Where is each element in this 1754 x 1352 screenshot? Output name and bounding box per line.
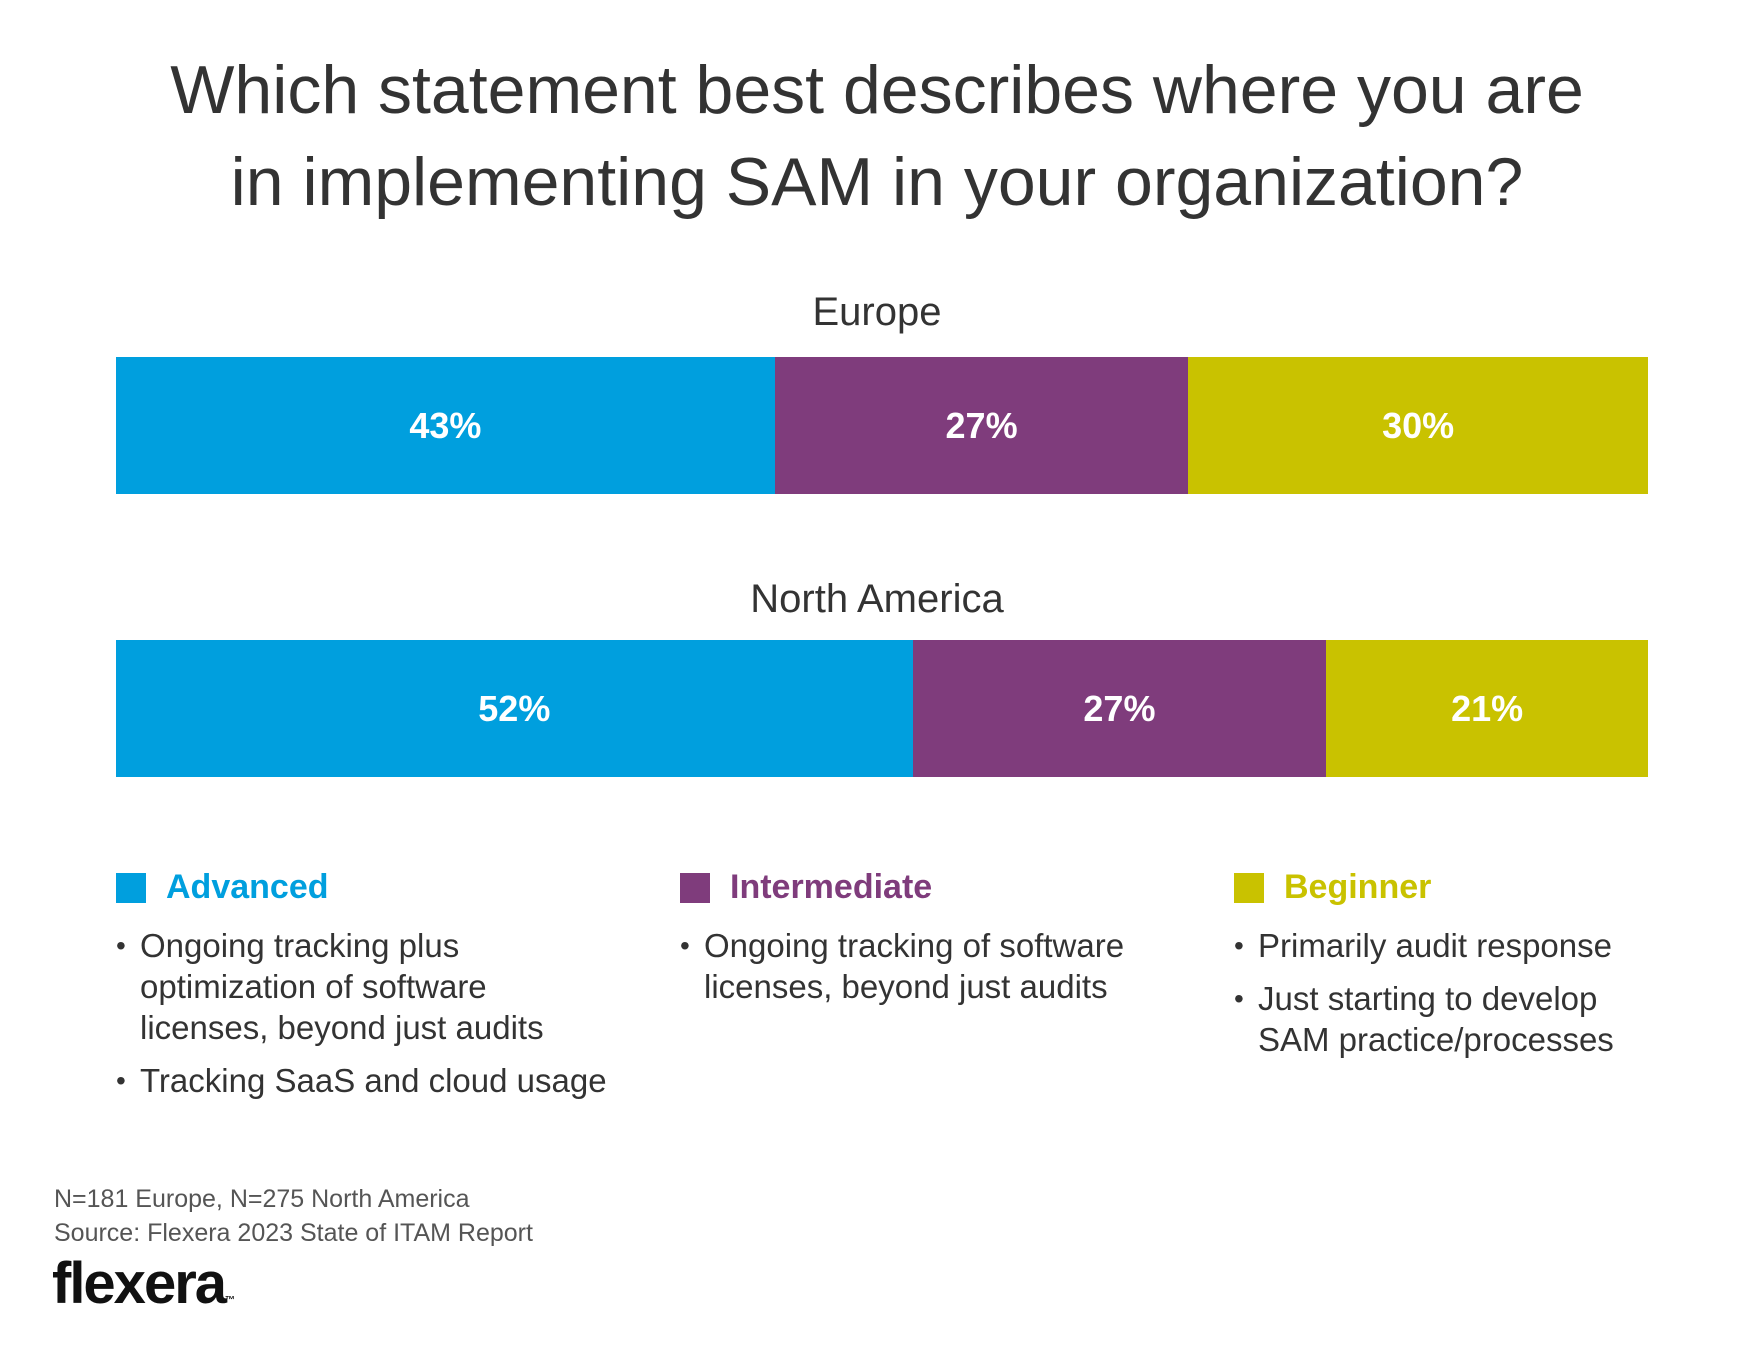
legend-swatch-beginner bbox=[1234, 872, 1264, 903]
legend-label-intermediate: Intermediate bbox=[730, 868, 933, 906]
legend-intermediate-bullet: Ongoing tracking of software licenses, b… bbox=[680, 925, 1164, 1007]
legend-label-advanced: Advanced bbox=[166, 868, 329, 906]
legend-beginner-bullet: Primarily audit response bbox=[1234, 925, 1734, 966]
legend-beginner-bullet: Just starting to develop SAM practice/pr… bbox=[1234, 978, 1678, 1060]
bar-segment-intermediate-north-america: 27% bbox=[912, 640, 1327, 777]
data-label: 27% bbox=[945, 404, 1018, 446]
source-note: Source: Flexera 2023 State of ITAM Repor… bbox=[54, 1219, 533, 1247]
legend-swatch-intermediate bbox=[680, 872, 710, 903]
data-label: 43% bbox=[409, 404, 482, 446]
sample-size-note: N=181 Europe, N=275 North America bbox=[54, 1185, 470, 1213]
stacked-bar-north-america: 52% 27% 21% bbox=[116, 640, 1648, 777]
chart-title: Which statement best describes where you… bbox=[0, 44, 1754, 228]
legend-intermediate-header: Intermediate bbox=[680, 868, 1180, 907]
legend-advanced-bullet: Tracking SaaS and cloud usage bbox=[116, 1060, 616, 1101]
logo-wordmark: flexera bbox=[52, 1251, 227, 1316]
footnotes: N=181 Europe, N=275 North America Source… bbox=[54, 1182, 533, 1250]
legend-beginner-header: Beginner bbox=[1234, 868, 1734, 907]
flexera-logo: flexera™ bbox=[52, 1250, 235, 1317]
bar-segment-advanced-north-america: 52% bbox=[116, 640, 913, 777]
bar-segment-beginner-north-america: 21% bbox=[1326, 640, 1648, 777]
logo-trademark: ™ bbox=[225, 1295, 236, 1306]
legend-advanced-bullet: Ongoing tracking plus optimization of so… bbox=[116, 925, 570, 1048]
legend-advanced-header: Advanced bbox=[116, 868, 616, 907]
data-label: 21% bbox=[1451, 687, 1524, 729]
legend-intermediate: Intermediate Ongoing tracking of softwar… bbox=[680, 868, 1180, 1019]
bar-segment-advanced-europe: 43% bbox=[116, 357, 775, 494]
chart-title-line-1: Which statement best describes where you… bbox=[170, 52, 1584, 128]
legend-beginner: Beginner Primarily audit response Just s… bbox=[1234, 868, 1734, 1072]
category-label-europe: Europe bbox=[812, 290, 942, 334]
bar-segment-intermediate-europe: 27% bbox=[774, 357, 1189, 494]
category-label-north-america: North America bbox=[750, 577, 1004, 621]
legend-swatch-advanced bbox=[116, 872, 146, 903]
legend-label-beginner: Beginner bbox=[1284, 868, 1432, 906]
stacked-bar-europe: 43% 27% 30% bbox=[116, 357, 1648, 494]
data-label: 30% bbox=[1382, 404, 1455, 446]
bar-segment-beginner-europe: 30% bbox=[1188, 357, 1648, 494]
data-label: 52% bbox=[478, 687, 551, 729]
data-label: 27% bbox=[1083, 687, 1156, 729]
chart-title-line-2: in implementing SAM in your organization… bbox=[230, 144, 1524, 220]
legend-advanced: Advanced Ongoing tracking plus optimizat… bbox=[116, 868, 616, 1113]
